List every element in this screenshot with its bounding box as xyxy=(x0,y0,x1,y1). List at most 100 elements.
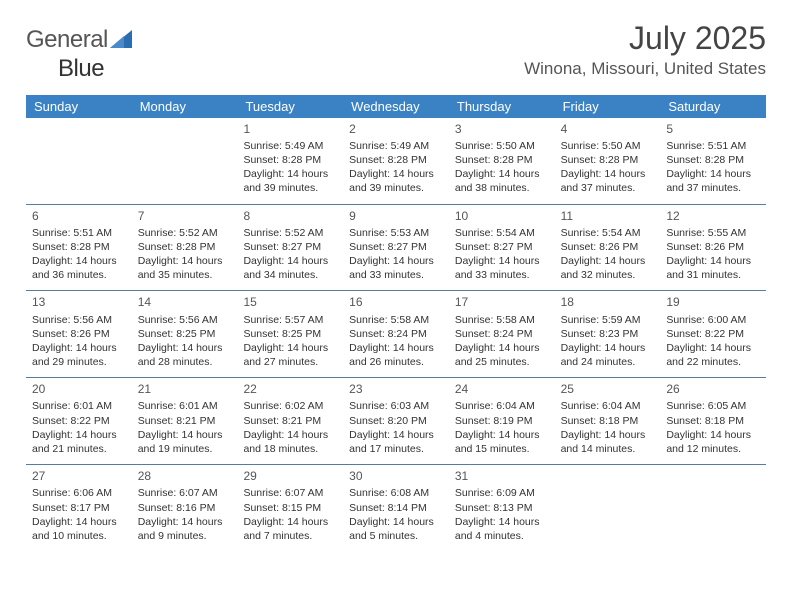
daylight-line: Daylight: 14 hours and 7 minutes. xyxy=(243,515,337,543)
calendar-body: 1Sunrise: 5:49 AMSunset: 8:28 PMDaylight… xyxy=(26,118,766,551)
day-cell: 18Sunrise: 5:59 AMSunset: 8:23 PMDayligh… xyxy=(555,291,661,377)
day-cell: 7Sunrise: 5:52 AMSunset: 8:28 PMDaylight… xyxy=(132,205,238,291)
day-cell: 14Sunrise: 5:56 AMSunset: 8:25 PMDayligh… xyxy=(132,291,238,377)
week-row: 1Sunrise: 5:49 AMSunset: 8:28 PMDaylight… xyxy=(26,118,766,205)
day-cell: 24Sunrise: 6:04 AMSunset: 8:19 PMDayligh… xyxy=(449,378,555,464)
sunset-line: Sunset: 8:26 PM xyxy=(561,240,655,254)
daylight-line: Daylight: 14 hours and 24 minutes. xyxy=(561,341,655,369)
day-cell: 13Sunrise: 5:56 AMSunset: 8:26 PMDayligh… xyxy=(26,291,132,377)
daylight-line: Daylight: 14 hours and 37 minutes. xyxy=(666,167,760,195)
day-number: 7 xyxy=(138,208,232,224)
daylight-line: Daylight: 14 hours and 22 minutes. xyxy=(666,341,760,369)
day-number: 1 xyxy=(243,121,337,137)
sunrise-line: Sunrise: 5:50 AM xyxy=(455,139,549,153)
daylight-line: Daylight: 14 hours and 12 minutes. xyxy=(666,428,760,456)
day-cell: 4Sunrise: 5:50 AMSunset: 8:28 PMDaylight… xyxy=(555,118,661,204)
day-number: 9 xyxy=(349,208,443,224)
daylight-line: Daylight: 14 hours and 4 minutes. xyxy=(455,515,549,543)
day-number: 15 xyxy=(243,294,337,310)
day-cell xyxy=(132,118,238,204)
day-cell: 23Sunrise: 6:03 AMSunset: 8:20 PMDayligh… xyxy=(343,378,449,464)
day-cell: 6Sunrise: 5:51 AMSunset: 8:28 PMDaylight… xyxy=(26,205,132,291)
sunrise-line: Sunrise: 5:52 AM xyxy=(243,226,337,240)
day-cell: 3 Sunrise: 5:50 AMSunset: 8:28 PMDaylight… xyxy=(449,118,555,204)
sunset-line: Sunset: 8:18 PM xyxy=(561,414,655,428)
daylight-line: Daylight: 14 hours and 38 minutes. xyxy=(455,167,549,195)
sunrise-line: Sunrise: 6:05 AM xyxy=(666,399,760,413)
day-number: 11 xyxy=(561,208,655,224)
sunrise-line: Sunrise: 6:06 AM xyxy=(32,486,126,500)
day-cell: 31Sunrise: 6:09 AMSunset: 8:13 PMDayligh… xyxy=(449,465,555,551)
day-cell: 30Sunrise: 6:08 AMSunset: 8:14 PMDayligh… xyxy=(343,465,449,551)
daylight-line: Daylight: 14 hours and 27 minutes. xyxy=(243,341,337,369)
header: GeneralBlue July 2025 Winona, Missouri, … xyxy=(26,20,766,83)
sunset-line: Sunset: 8:28 PM xyxy=(455,153,549,167)
day-cell: 16Sunrise: 5:58 AMSunset: 8:24 PMDayligh… xyxy=(343,291,449,377)
sunrise-line: Sunrise: 5:49 AM xyxy=(349,139,443,153)
day-header-row: SundayMondayTuesdayWednesdayThursdayFrid… xyxy=(26,95,766,118)
sunset-line: Sunset: 8:28 PM xyxy=(666,153,760,167)
calendar: SundayMondayTuesdayWednesdayThursdayFrid… xyxy=(26,95,766,551)
week-row: 13Sunrise: 5:56 AMSunset: 8:26 PMDayligh… xyxy=(26,291,766,378)
sunset-line: Sunset: 8:20 PM xyxy=(349,414,443,428)
sunset-line: Sunset: 8:28 PM xyxy=(32,240,126,254)
sunset-line: Sunset: 8:22 PM xyxy=(666,327,760,341)
sunrise-line: Sunrise: 5:53 AM xyxy=(349,226,443,240)
day-number: 12 xyxy=(666,208,760,224)
day-cell: 27Sunrise: 6:06 AMSunset: 8:17 PMDayligh… xyxy=(26,465,132,551)
daylight-line: Daylight: 14 hours and 39 minutes. xyxy=(349,167,443,195)
sunset-line: Sunset: 8:16 PM xyxy=(138,501,232,515)
week-row: 20Sunrise: 6:01 AMSunset: 8:22 PMDayligh… xyxy=(26,378,766,465)
logo-part1: General xyxy=(26,26,108,53)
day-number: 4 xyxy=(561,121,655,137)
sunrise-line: Sunrise: 6:01 AM xyxy=(32,399,126,413)
day-number: 25 xyxy=(561,381,655,397)
sunset-line: Sunset: 8:21 PM xyxy=(243,414,337,428)
sunrise-line: Sunrise: 5:51 AM xyxy=(32,226,126,240)
logo-text: GeneralBlue xyxy=(26,26,134,83)
daylight-line: Daylight: 14 hours and 35 minutes. xyxy=(138,254,232,282)
logo: GeneralBlue xyxy=(26,26,134,83)
day-number: 24 xyxy=(455,381,549,397)
sunrise-line: Sunrise: 6:04 AM xyxy=(455,399,549,413)
day-number: 3 xyxy=(455,121,549,137)
day-cell: 17Sunrise: 5:58 AMSunset: 8:24 PMDayligh… xyxy=(449,291,555,377)
day-cell xyxy=(660,465,766,551)
day-header-cell: Wednesday xyxy=(343,95,449,118)
day-header-cell: Thursday xyxy=(449,95,555,118)
day-cell: 20Sunrise: 6:01 AMSunset: 8:22 PMDayligh… xyxy=(26,378,132,464)
day-number: 21 xyxy=(138,381,232,397)
daylight-line: Daylight: 14 hours and 26 minutes. xyxy=(349,341,443,369)
day-header-cell: Tuesday xyxy=(237,95,343,118)
sunset-line: Sunset: 8:28 PM xyxy=(561,153,655,167)
sunset-line: Sunset: 8:24 PM xyxy=(455,327,549,341)
sunrise-line: Sunrise: 5:57 AM xyxy=(243,313,337,327)
day-header-cell: Saturday xyxy=(660,95,766,118)
sunset-line: Sunset: 8:27 PM xyxy=(455,240,549,254)
day-cell xyxy=(555,465,661,551)
day-number: 22 xyxy=(243,381,337,397)
day-cell: 12Sunrise: 5:55 AMSunset: 8:26 PMDayligh… xyxy=(660,205,766,291)
sunset-line: Sunset: 8:28 PM xyxy=(243,153,337,167)
day-header-cell: Friday xyxy=(555,95,661,118)
daylight-line: Daylight: 14 hours and 28 minutes. xyxy=(138,341,232,369)
day-cell: 9Sunrise: 5:53 AMSunset: 8:27 PMDaylight… xyxy=(343,205,449,291)
week-row: 6 Sunrise: 5:51 AMSunset: 8:28 PM Daylight… xyxy=(26,205,766,292)
logo-triangle-icon xyxy=(110,27,132,55)
sunrise-line: Sunrise: 6:08 AM xyxy=(349,486,443,500)
calendar-page: GeneralBlue July 2025 Winona, Missouri, … xyxy=(0,0,792,561)
day-cell: 2Sunrise: 5:49 AMSunset: 8:28 PMDaylight… xyxy=(343,118,449,204)
daylight-line: Daylight: 14 hours and 32 minutes. xyxy=(561,254,655,282)
sunset-line: Sunset: 8:17 PM xyxy=(32,501,126,515)
sunset-line: Sunset: 8:13 PM xyxy=(455,501,549,515)
week-row: 27Sunrise: 6:06 AMSunset: 8:17 PMDayligh… xyxy=(26,465,766,551)
daylight-line: Daylight: 14 hours and 33 minutes. xyxy=(455,254,549,282)
day-number: 2 xyxy=(349,121,443,137)
daylight-line: Daylight: 14 hours and 14 minutes. xyxy=(561,428,655,456)
sunset-line: Sunset: 8:15 PM xyxy=(243,501,337,515)
day-number: 6 xyxy=(32,208,126,224)
sunrise-line: Sunrise: 5:50 AM xyxy=(561,139,655,153)
daylight-line: Daylight: 14 hours and 31 minutes. xyxy=(666,254,760,282)
sunrise-line: Sunrise: 5:54 AM xyxy=(455,226,549,240)
sunrise-line: Sunrise: 6:09 AM xyxy=(455,486,549,500)
